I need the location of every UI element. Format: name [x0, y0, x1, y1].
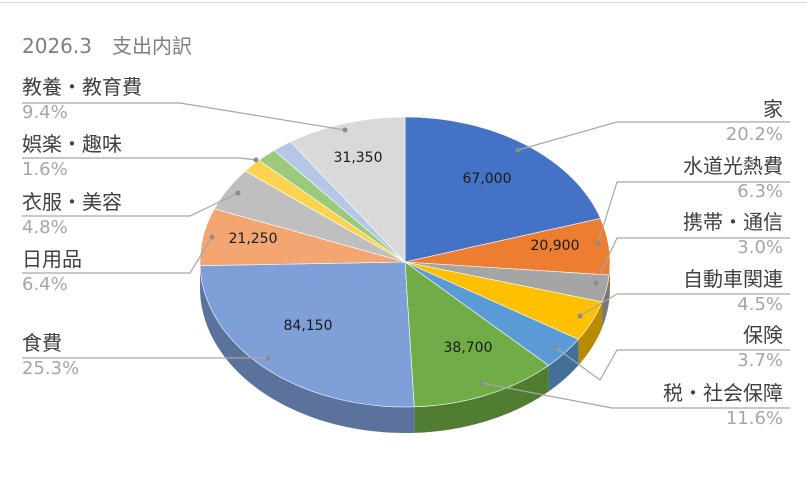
category-name: 水道光熱費 — [683, 154, 783, 178]
category-label: 家 20.2% — [726, 96, 783, 148]
category-percent: 1.6% — [22, 159, 68, 180]
leader-dot — [515, 147, 521, 153]
leader-line — [597, 181, 790, 244]
category-percent: 20.2% — [725, 124, 783, 145]
category-name: 家 — [763, 97, 783, 121]
leader-dot — [552, 344, 558, 350]
data-label: 84,150 — [284, 318, 333, 334]
slice-side — [548, 339, 579, 392]
leader-dot — [342, 127, 348, 133]
leader-dot — [595, 240, 601, 246]
category-label: 税・社会保障 11.6% — [663, 380, 783, 432]
category-percent: 4.5% — [737, 294, 783, 315]
category-label: 自動車関連 4.5% — [683, 266, 783, 318]
category-label: 携帯・通信 3.0% — [683, 209, 783, 261]
category-percent: 6.3% — [737, 181, 783, 202]
leader-dot — [577, 313, 583, 319]
category-name: 携帯・通信 — [683, 210, 783, 234]
category-label: 教養・教育費 9.4% — [22, 74, 142, 126]
leader-line — [579, 293, 790, 317]
leader-line — [22, 157, 257, 161]
category-percent: 6.4% — [22, 274, 68, 295]
slice-side — [200, 265, 415, 433]
category-percent: 9.4% — [22, 102, 68, 123]
category-percent: 3.7% — [737, 350, 783, 371]
category-label: 日用品 6.4% — [22, 246, 82, 298]
category-name: 娯楽・趣味 — [22, 132, 122, 156]
leader-line — [22, 192, 239, 217]
leader-line — [517, 121, 790, 151]
category-name: 税・社会保障 — [663, 381, 783, 405]
category-label: 衣服・美容 4.8% — [22, 189, 122, 241]
leader-line — [22, 102, 346, 131]
data-label: 31,350 — [334, 150, 383, 166]
slice-side — [578, 301, 603, 366]
category-name: 衣服・美容 — [22, 190, 122, 214]
pie-slice — [404, 261, 550, 408]
category-name: 日用品 — [22, 247, 82, 271]
category-label: 食費 25.3% — [22, 330, 79, 382]
category-percent: 11.6% — [725, 408, 783, 429]
leader-dot — [593, 280, 599, 286]
category-label: 保険 3.7% — [737, 322, 783, 374]
leader-dot — [253, 157, 259, 163]
pie-slice — [404, 116, 601, 263]
category-name: 保険 — [743, 323, 783, 347]
slice-side — [602, 275, 610, 328]
leader-line — [595, 237, 790, 284]
category-name: 食費 — [22, 331, 62, 355]
category-name: 自動車関連 — [683, 267, 783, 291]
leader-dot — [265, 355, 271, 361]
top-border — [0, 2, 807, 3]
category-label: 娯楽・趣味 1.6% — [22, 131, 122, 183]
leader-dot — [209, 234, 215, 240]
data-label: 38,700 — [444, 340, 493, 356]
category-percent: 25.3% — [22, 358, 80, 379]
data-label: 67,000 — [463, 171, 512, 187]
category-label: 水道光熱費 6.3% — [683, 153, 783, 205]
category-percent: 3.0% — [737, 237, 783, 258]
data-label: 20,900 — [531, 238, 580, 254]
leader-line — [22, 236, 213, 274]
chart-title: 2026.3 支出内訳 — [22, 34, 192, 58]
category-percent: 4.8% — [22, 217, 68, 238]
pie-slice — [290, 116, 406, 263]
pie-slice — [199, 261, 415, 408]
data-label: 21,250 — [229, 231, 278, 247]
leader-line — [554, 346, 790, 381]
leader-dot — [235, 190, 241, 196]
leader-dot — [478, 380, 484, 386]
slice-side — [414, 365, 549, 433]
category-name: 教養・教育費 — [22, 75, 142, 99]
leader-line — [480, 382, 790, 409]
